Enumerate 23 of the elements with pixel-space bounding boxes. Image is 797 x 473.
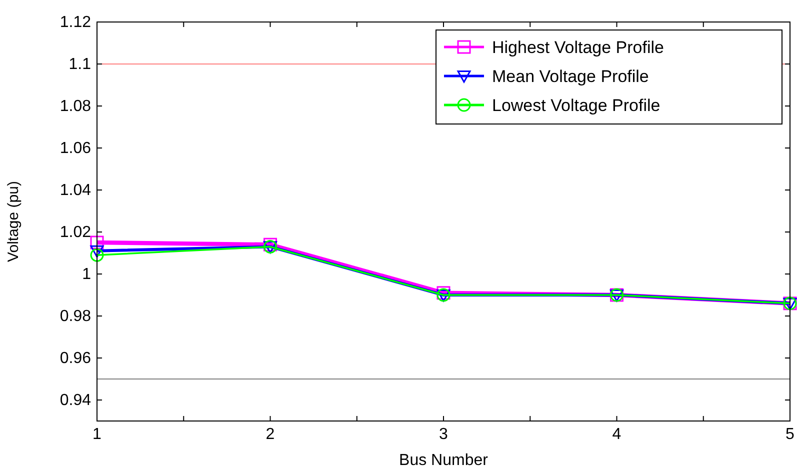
x-tick-label: 2 (266, 426, 275, 443)
point (90, 245, 104, 258)
x-tick-label: 3 (439, 426, 448, 443)
legend-label: Highest Voltage Profile (492, 38, 664, 57)
legend-label: Lowest Voltage Profile (492, 96, 660, 115)
legend-label: Mean Voltage Profile (492, 67, 649, 86)
y-tick-label: 1.08 (60, 98, 92, 115)
y-tick-label: 1 (82, 266, 92, 283)
y-tick-label: 0.98 (60, 308, 92, 325)
x-axis-title: Bus Number (399, 452, 489, 469)
x-tick-label: 4 (612, 426, 622, 443)
point (90, 248, 104, 262)
y-tick-label: 0.94 (60, 392, 92, 409)
x-tick-label: 5 (786, 426, 795, 443)
y-tick-label: 1.04 (60, 182, 92, 199)
point (90, 236, 104, 250)
y-tick-label: 1.06 (60, 140, 92, 157)
y-axis-title: Voltage (pu) (5, 181, 22, 262)
y-tick-label: 1.1 (68, 56, 92, 73)
y-tick-label: 1.02 (60, 224, 92, 241)
y-tick-label: 0.96 (60, 350, 92, 367)
x-tick-label: 1 (92, 426, 102, 443)
y-tick-label: 1.12 (60, 14, 92, 31)
